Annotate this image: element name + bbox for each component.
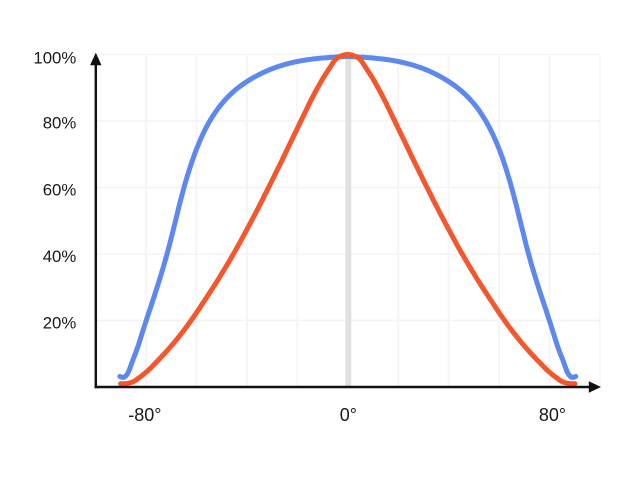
svg-text:-80°: -80°	[128, 405, 161, 425]
svg-text:80°: 80°	[539, 405, 566, 425]
svg-text:100%: 100%	[33, 49, 76, 68]
svg-text:40%: 40%	[43, 247, 77, 266]
svg-text:0°: 0°	[340, 405, 357, 425]
svg-text:80%: 80%	[43, 114, 77, 133]
svg-text:60%: 60%	[43, 180, 77, 199]
svg-text:20%: 20%	[43, 313, 77, 332]
